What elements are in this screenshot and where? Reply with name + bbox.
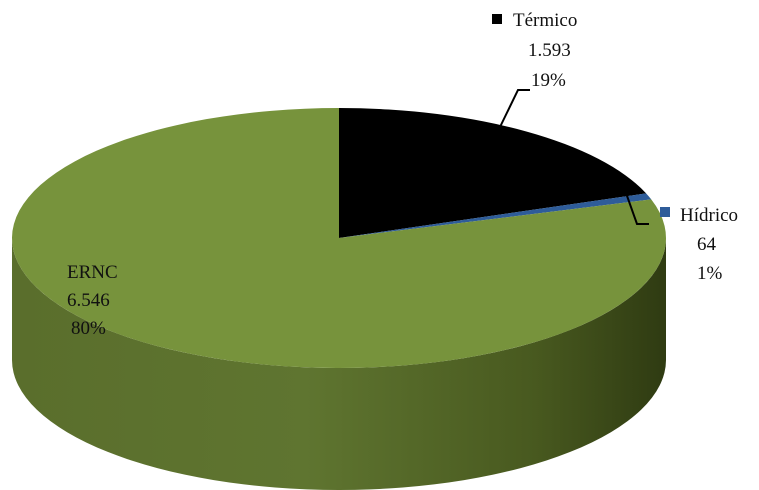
- pie-side-wall: [12, 238, 666, 490]
- legend-marker-hidrico: [660, 207, 670, 217]
- leader-line-termico: [499, 89, 530, 128]
- pie-slice-termico: [339, 108, 647, 238]
- label-value-hidrico: 64: [697, 234, 717, 255]
- leader-line-hidrico: [625, 192, 649, 225]
- label-category-ernc: ERNC: [67, 262, 118, 283]
- label-percent-termico: 19%: [531, 70, 566, 91]
- label-category-termico: Térmico: [513, 10, 577, 31]
- pie-slice-ernc: [12, 108, 666, 368]
- legend-marker-termico: [492, 14, 502, 24]
- label-value-ernc: 6.546: [67, 290, 110, 311]
- label-percent-ernc: 80%: [71, 318, 106, 339]
- label-category-hidrico: Hídrico: [680, 205, 738, 226]
- label-value-termico: 1.593: [528, 40, 571, 61]
- pie-slice-hidrico: [339, 193, 652, 238]
- label-percent-hidrico: 1%: [697, 263, 723, 284]
